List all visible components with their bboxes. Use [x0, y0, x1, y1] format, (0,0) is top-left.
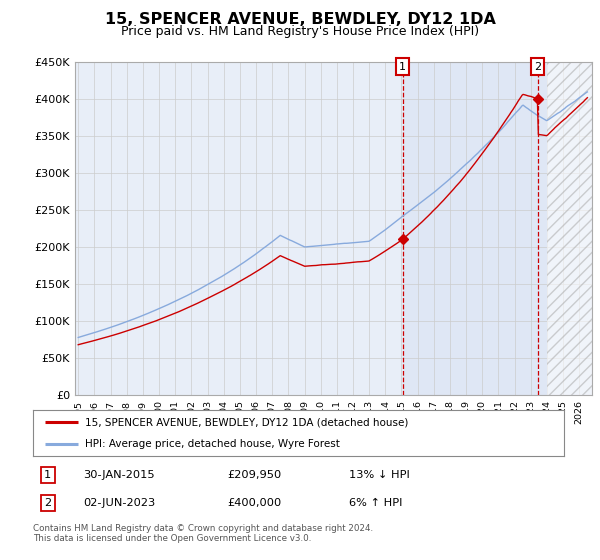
- Text: 30-JAN-2015: 30-JAN-2015: [83, 470, 155, 480]
- Text: 1: 1: [399, 62, 406, 72]
- Text: 2: 2: [534, 62, 541, 72]
- Text: £209,950: £209,950: [227, 470, 281, 480]
- Text: 15, SPENCER AVENUE, BEWDLEY, DY12 1DA (detached house): 15, SPENCER AVENUE, BEWDLEY, DY12 1DA (d…: [85, 417, 409, 427]
- Text: Price paid vs. HM Land Registry's House Price Index (HPI): Price paid vs. HM Land Registry's House …: [121, 25, 479, 38]
- Bar: [547, 62, 600, 395]
- Text: HPI: Average price, detached house, Wyre Forest: HPI: Average price, detached house, Wyre…: [85, 440, 340, 450]
- Text: 02-JUN-2023: 02-JUN-2023: [83, 498, 155, 508]
- Text: This data is licensed under the Open Government Licence v3.0.: This data is licensed under the Open Gov…: [33, 534, 311, 543]
- Text: 6% ↑ HPI: 6% ↑ HPI: [349, 498, 403, 508]
- Bar: [403, 62, 592, 395]
- Text: 13% ↓ HPI: 13% ↓ HPI: [349, 470, 410, 480]
- Text: 15, SPENCER AVENUE, BEWDLEY, DY12 1DA: 15, SPENCER AVENUE, BEWDLEY, DY12 1DA: [104, 12, 496, 27]
- Text: £400,000: £400,000: [227, 498, 281, 508]
- Text: 2: 2: [44, 498, 52, 508]
- Text: Contains HM Land Registry data © Crown copyright and database right 2024.: Contains HM Land Registry data © Crown c…: [33, 524, 373, 533]
- Text: 1: 1: [44, 470, 52, 480]
